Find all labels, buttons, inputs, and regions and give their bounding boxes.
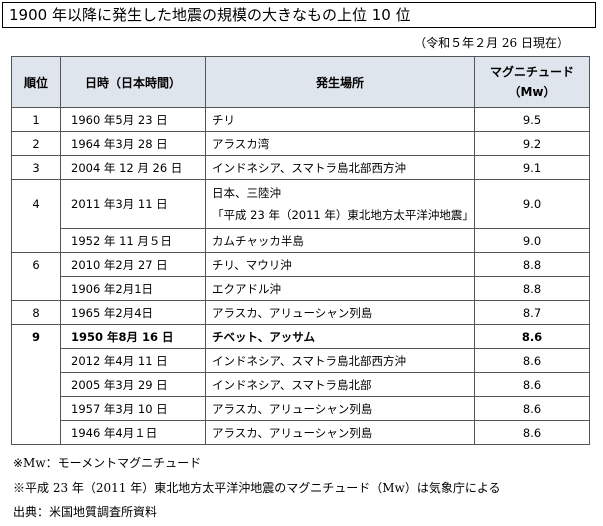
magnitude-cell: 9.0 (474, 228, 590, 253)
rank-column-header: 順位 (11, 56, 61, 108)
place-line: 日本、三陸沖 (212, 186, 281, 200)
magnitude-cell: 8.6 (474, 324, 590, 349)
date-cell: 1906 年2月1日 (60, 276, 206, 301)
rank-cell (11, 276, 61, 301)
magnitude-cell: 8.6 (474, 396, 590, 421)
date-column-header: 日時（日本時間） (60, 56, 206, 108)
magnitude-cell: 9.1 (474, 155, 590, 180)
magnitude-cell: 8.8 (474, 252, 590, 277)
date-cell: 1946 年4月１日 (60, 420, 206, 445)
table-row: 3 2004 年 12 月 26 日 インドネシア、スマトラ島北部西方沖 9.1 (11, 155, 590, 180)
rank-cell (11, 372, 61, 397)
table-row: 1946 年4月１日 アラスカ、アリューシャン列島 8.6 (11, 420, 590, 445)
earthquake-official-name: 「平成 23 年（2011 年）東北地方太平洋沖地震」 (212, 208, 474, 222)
table-row: 2 1964 年3月 28 日 アラスカ湾 9.2 (11, 131, 590, 156)
date-cell: 2010 年2月 27 日 (60, 252, 206, 277)
magnitude-cell: 8.6 (474, 348, 590, 373)
date-cell: 1965 年2月4日 (60, 300, 206, 325)
rank-cell: 9 (11, 324, 61, 349)
place-cell: インドネシア、スマトラ島北部西方沖 (205, 348, 475, 373)
table-header-row: 順位 日時（日本時間） 発生場所 マグニチュード （Mw） (11, 56, 590, 108)
rank-cell: 1 (11, 107, 61, 132)
earthquake-ranking-table: 順位 日時（日本時間） 発生場所 マグニチュード （Mw） 1 1960 年5月… (11, 56, 590, 445)
table-row: 2005 年3月 29 日 インドネシア、スマトラ島北部 8.6 (11, 372, 590, 397)
document-title: 1900 年以降に発生した地震の規模の大きなもの上位 10 位 (2, 2, 596, 28)
footnote-mw-definition: ※Mw：モーメントマグニチュード (13, 456, 202, 470)
magnitude-header-line1: マグニチュード (489, 65, 574, 79)
table-row: 1 1960 年5月 23 日 チリ 9.5 (11, 107, 590, 132)
date-cell: 2012 年4月 11 日 (60, 348, 206, 373)
place-cell: アラスカ湾 (205, 131, 475, 156)
place-cell: アラスカ、アリューシャン列島 (205, 420, 475, 445)
date-cell: 2011 年3月 11 日 (60, 179, 206, 229)
rank-cell: 4 (11, 179, 61, 229)
place-cell: 日本、三陸沖 「平成 23 年（2011 年）東北地方太平洋沖地震」 (205, 179, 475, 229)
magnitude-cell: 9.5 (474, 107, 590, 132)
table-row: 1957 年3月 10 日 アラスカ、アリューシャン列島 8.6 (11, 396, 590, 421)
table-row: 9 1950 年8月 16 日 チベット、アッサム 8.6 (11, 324, 590, 349)
rank-cell (11, 348, 61, 373)
place-cell: アラスカ、アリューシャン列島 (205, 396, 475, 421)
magnitude-cell: 8.8 (474, 276, 590, 301)
magnitude-cell: 9.0 (474, 179, 590, 229)
magnitude-cell: 8.7 (474, 300, 590, 325)
rank-cell: 2 (11, 131, 61, 156)
place-cell: エクアドル沖 (205, 276, 475, 301)
place-cell: アラスカ、アリューシャン列島 (205, 300, 475, 325)
date-cell: 1957 年3月 10 日 (60, 396, 206, 421)
rank-cell (11, 228, 61, 253)
date-cell: 1964 年3月 28 日 (60, 131, 206, 156)
place-cell: インドネシア、スマトラ島北部西方沖 (205, 155, 475, 180)
magnitude-cell: 8.6 (474, 420, 590, 445)
footnote-jma-magnitude: ※平成 23 年（2011 年）東北地方太平洋沖地震のマグニチュード（Mw）は気… (13, 480, 501, 495)
magnitude-cell: 9.2 (474, 131, 590, 156)
as-of-date-note: （令和５年２月 26 日現在） (414, 36, 569, 50)
place-cell: チリ、マウリ沖 (205, 252, 475, 277)
rank-cell (11, 420, 61, 445)
date-cell: 2005 年3月 29 日 (60, 372, 206, 397)
magnitude-cell: 8.6 (474, 372, 590, 397)
date-cell: 1960 年5月 23 日 (60, 107, 206, 132)
date-cell: 1950 年8月 16 日 (60, 324, 206, 349)
place-column-header: 発生場所 (205, 56, 475, 108)
table-row: 1952 年 11 月５日 カムチャッカ半島 9.0 (11, 228, 590, 253)
table-row: 2012 年4月 11 日 インドネシア、スマトラ島北部西方沖 8.6 (11, 348, 590, 373)
place-cell: カムチャッカ半島 (205, 228, 475, 253)
date-cell: 2004 年 12 月 26 日 (60, 155, 206, 180)
table-row: 8 1965 年2月4日 アラスカ、アリューシャン列島 8.7 (11, 300, 590, 325)
rank-cell (11, 396, 61, 421)
rank-cell: 6 (11, 252, 61, 277)
table-row: 4 2011 年3月 11 日 日本、三陸沖 「平成 23 年（2011 年）東… (11, 179, 590, 229)
rank-cell: 8 (11, 300, 61, 325)
footnote-source: 出典：米国地質調査所資料 (13, 505, 158, 519)
date-cell: 1952 年 11 月５日 (60, 228, 206, 253)
magnitude-header-line2: （Mw） (508, 85, 556, 99)
footnotes: ※Mw：モーメントマグニチュード ※平成 23 年（2011 年）東北地方太平洋… (13, 451, 500, 525)
place-cell: インドネシア、スマトラ島北部 (205, 372, 475, 397)
table-row: 1906 年2月1日 エクアドル沖 8.8 (11, 276, 590, 301)
table-row: 6 2010 年2月 27 日 チリ、マウリ沖 8.8 (11, 252, 590, 277)
rank-cell: 3 (11, 155, 61, 180)
magnitude-column-header: マグニチュード （Mw） (474, 56, 590, 108)
place-cell: チリ (205, 107, 475, 132)
place-cell: チベット、アッサム (205, 324, 475, 349)
